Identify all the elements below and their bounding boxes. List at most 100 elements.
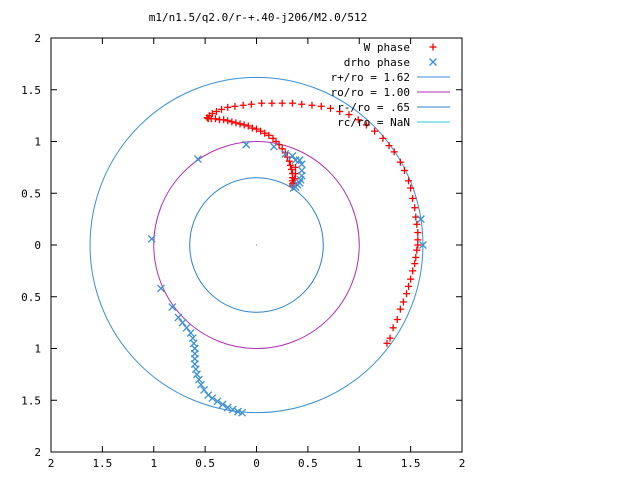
w-phase-point bbox=[278, 99, 286, 107]
drho-phase-point bbox=[204, 391, 213, 400]
legend-label: ro/ro = 1.00 bbox=[331, 86, 410, 99]
drho-phase-point bbox=[289, 184, 298, 193]
x-tick-label: 1 bbox=[150, 457, 157, 470]
w-phase-point bbox=[383, 339, 391, 347]
center-point bbox=[255, 244, 258, 246]
drho-phase-point bbox=[186, 329, 195, 337]
w-phase-point bbox=[379, 134, 387, 142]
w-phase-point bbox=[414, 229, 422, 237]
w-phase-point bbox=[354, 116, 362, 124]
x-tick-label: 1.5 bbox=[401, 457, 421, 470]
w-phase-point bbox=[429, 43, 437, 51]
w-phase-point bbox=[286, 161, 294, 169]
drho-phase-point bbox=[197, 380, 205, 389]
w-phase-point bbox=[211, 115, 219, 123]
w-phase-point bbox=[407, 184, 415, 192]
axis-ticks: 2 1.5 1 0.5 0 0.5 1 1.5 221.510.500.511.52 bbox=[21, 32, 465, 470]
drho-phase-point bbox=[200, 385, 209, 394]
drho-phase-point bbox=[288, 152, 297, 160]
drho-phase-point bbox=[178, 318, 187, 327]
w-phase-point bbox=[253, 125, 260, 133]
legend-label: r+/ro = 1.62 bbox=[331, 71, 410, 84]
x-tick-label: 2 bbox=[459, 457, 466, 470]
chart-title: m1/n1.5/q2.0/r-+.40-j206/M2.0/512 bbox=[149, 11, 368, 24]
drho-phase-point bbox=[168, 303, 177, 312]
w-phase-point bbox=[236, 120, 244, 128]
w-phase-point bbox=[400, 166, 408, 174]
w-phase-point bbox=[371, 127, 379, 135]
w-phase-point bbox=[248, 124, 256, 132]
drho-phase-point bbox=[416, 215, 425, 224]
w-phase-point bbox=[265, 131, 273, 139]
legend-label: drho phase bbox=[344, 56, 410, 69]
x-tick-label: 2 bbox=[48, 457, 55, 470]
w-phase-point bbox=[409, 194, 417, 202]
w-phase-point bbox=[287, 165, 295, 173]
x-tick-label: 0 bbox=[253, 457, 260, 470]
w-phase-point bbox=[412, 253, 420, 261]
w-phase-point bbox=[326, 104, 334, 112]
w-phase-point bbox=[396, 305, 404, 313]
w-phase-point bbox=[413, 220, 421, 228]
y-tick-label: 0.5 bbox=[21, 187, 41, 200]
w-phase-point bbox=[224, 103, 232, 111]
y-tick-label: 1.5 bbox=[21, 84, 41, 97]
w-phase-point bbox=[403, 290, 411, 298]
drho-phase-point bbox=[238, 408, 247, 417]
drho-phase-point bbox=[156, 284, 165, 293]
y-tick-label: 1 bbox=[34, 343, 41, 356]
drho-phase-point bbox=[223, 403, 232, 412]
y-tick-label: 1 bbox=[34, 136, 41, 149]
drho-phase-point bbox=[242, 140, 251, 149]
w-phase-point bbox=[389, 324, 397, 332]
drho-phase-point bbox=[218, 400, 227, 409]
drho-phase-point bbox=[291, 183, 300, 191]
w-phase-point bbox=[239, 101, 247, 109]
w-phase-point bbox=[247, 100, 255, 108]
legend: W phase drho phase r+/ro = 1.62 ro/ro = 1.0… bbox=[331, 41, 450, 129]
data-points bbox=[147, 99, 427, 417]
w-phase-point bbox=[244, 122, 252, 130]
drho-phase-point bbox=[147, 234, 156, 243]
radius-circle bbox=[153, 141, 360, 349]
w-phase-point bbox=[258, 99, 266, 107]
x-tick-label: 1 bbox=[356, 457, 363, 470]
w-phase-point bbox=[385, 142, 393, 150]
y-tick-label: 0.5 bbox=[21, 291, 41, 304]
y-tick-label: 0 bbox=[34, 239, 41, 252]
w-phase-point bbox=[283, 153, 291, 161]
drho-phase-point bbox=[418, 241, 427, 249]
w-phase-point bbox=[399, 298, 407, 306]
w-phase-point bbox=[390, 148, 398, 156]
legend-label: rc/ro = NaN bbox=[337, 116, 410, 129]
drho-phase-point bbox=[208, 394, 217, 403]
w-phase-point bbox=[212, 107, 220, 115]
w-phase-point bbox=[224, 117, 232, 125]
drho-phase-point bbox=[295, 156, 304, 165]
w-phase-point bbox=[411, 204, 419, 212]
legend-label: W phase bbox=[364, 41, 410, 54]
w-phase-point bbox=[317, 102, 325, 110]
w-phase-point bbox=[281, 149, 289, 157]
w-phase-point bbox=[393, 316, 401, 324]
drho-phase-point bbox=[297, 160, 306, 169]
drho-phase-point bbox=[174, 313, 183, 322]
y-tick-label: 2 bbox=[34, 32, 41, 45]
x-tick-label: 0.5 bbox=[195, 457, 215, 470]
w-phase-point bbox=[288, 99, 296, 107]
drho-phase-point bbox=[281, 149, 290, 158]
w-phase-point bbox=[345, 111, 353, 119]
w-phase-point bbox=[257, 127, 265, 135]
drho-phase-point bbox=[213, 397, 222, 406]
w-phase-point bbox=[298, 100, 306, 108]
radius-circle bbox=[189, 177, 324, 313]
w-phase-point bbox=[414, 236, 422, 244]
drho-phase-point bbox=[270, 142, 278, 151]
w-phase-point bbox=[405, 177, 413, 185]
w-phase-point bbox=[411, 260, 419, 268]
w-phase-point bbox=[409, 267, 417, 275]
w-phase-point bbox=[413, 246, 421, 254]
w-phase-point bbox=[220, 116, 228, 124]
w-phase-point bbox=[405, 282, 413, 290]
